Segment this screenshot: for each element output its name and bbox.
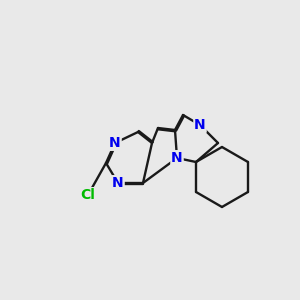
Text: N: N — [171, 151, 183, 165]
Text: N: N — [194, 118, 206, 132]
Text: N: N — [112, 176, 124, 190]
Text: Cl: Cl — [81, 188, 95, 202]
Text: N: N — [109, 136, 121, 150]
